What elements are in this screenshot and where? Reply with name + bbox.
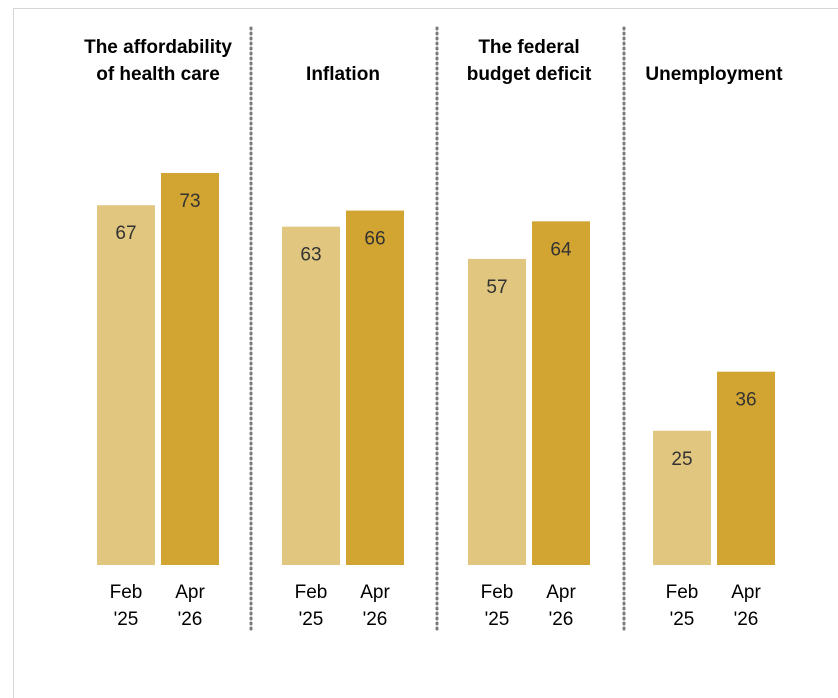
data-label-panel-4-apr26: 36 [735, 390, 756, 411]
tick-label-panel-4-feb: Feb [666, 582, 699, 603]
tick-label-panel-2-year25: '25 [299, 609, 324, 630]
tick-label-panel-3-year25: '25 [485, 609, 510, 630]
data-label-panel-3-feb25: 57 [486, 277, 507, 298]
bar-panel-4-apr26 [717, 371, 775, 565]
tick-label-panel-1-year25: '25 [114, 609, 139, 630]
bar-panel-3-feb25 [468, 258, 526, 565]
bar-panel-2-feb25 [282, 226, 340, 565]
data-label-panel-3-apr26: 64 [550, 239, 572, 260]
bar-panel-4-feb25 [653, 430, 711, 565]
tick-label-panel-3-feb: Feb [481, 582, 514, 603]
tick-label-panel-4-year26: '26 [734, 609, 759, 630]
panel-title-4-line-1: Unemployment [645, 64, 783, 85]
panel-title-1-line-2: of health care [96, 64, 220, 85]
panel-title-3-line-1: The federal [478, 37, 579, 58]
panel-title-3-line-2: budget deficit [467, 64, 592, 85]
bar-panel-1-apr26 [161, 172, 219, 566]
chart: The affordability of health care 67 Feb '25 7… [84, 26, 783, 634]
tick-label-panel-1-feb: Feb [110, 582, 143, 603]
tick-label-panel-4-apr: Apr [731, 582, 761, 603]
panel-title-2-line-1: Inflation [306, 64, 380, 85]
chart-frame [13, 8, 838, 698]
tick-label-panel-3-apr: Apr [546, 582, 576, 603]
data-label-panel-1-feb25: 67 [115, 223, 136, 244]
tick-label-panel-2-apr: Apr [360, 582, 390, 603]
bar-panel-3-apr26 [532, 221, 590, 565]
tick-label-panel-3-year26: '26 [549, 609, 574, 630]
tick-label-panel-2-feb: Feb [295, 582, 328, 603]
tick-label-panel-1-year26: '26 [178, 609, 203, 630]
bar-panel-2-apr26 [346, 210, 404, 565]
bar-panel-1-feb25 [97, 205, 155, 565]
data-label-panel-2-apr26: 66 [364, 229, 385, 250]
tick-label-panel-4-year25: '25 [670, 609, 695, 630]
data-label-panel-2-feb25: 63 [300, 245, 321, 266]
panel-title-1-line-1: The affordability [84, 37, 232, 58]
tick-label-panel-1-apr: Apr [175, 582, 205, 603]
data-label-panel-4-feb25: 25 [671, 449, 692, 470]
data-label-panel-1-apr26: 73 [179, 191, 200, 212]
tick-label-panel-2-year26: '26 [363, 609, 388, 630]
